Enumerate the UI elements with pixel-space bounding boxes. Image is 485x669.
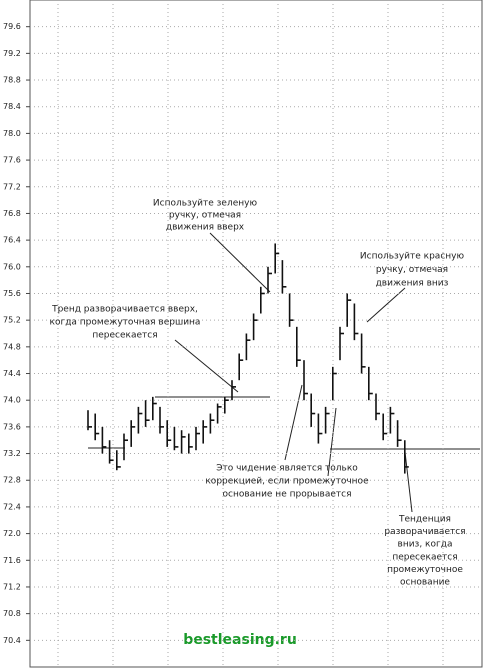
y-tick-label: 77.2 bbox=[3, 182, 21, 191]
leader-line bbox=[209, 232, 271, 293]
annotation: Используйте красную bbox=[360, 252, 465, 262]
annotation: Это чидение является только bbox=[216, 464, 358, 474]
y-tick-label: 79.2 bbox=[3, 49, 21, 58]
y-tick-label: 78.4 bbox=[3, 102, 21, 111]
annotation: разворачивается bbox=[384, 527, 465, 537]
y-tick-label: 75.2 bbox=[3, 316, 21, 325]
annotation: коррекцией, если промежуточное bbox=[205, 477, 369, 487]
annotation: движения вниз bbox=[376, 279, 449, 289]
y-tick-label: 76.8 bbox=[3, 209, 21, 218]
annotation: Используйте зеленую bbox=[153, 199, 258, 209]
annotation: вниз, когда bbox=[398, 540, 453, 550]
plot-frame bbox=[29, 0, 483, 668]
y-tick-label: 77.6 bbox=[3, 156, 21, 165]
annotation: Тренд разворачивается вверх, bbox=[51, 305, 198, 315]
y-tick-label: 76.4 bbox=[3, 236, 21, 245]
annotation: пересекается bbox=[92, 331, 157, 341]
y-tick-label: 70.4 bbox=[3, 636, 21, 645]
y-tick-label: 72.4 bbox=[3, 502, 21, 511]
y-tick-label: 78.0 bbox=[3, 129, 21, 138]
annotation: основание bbox=[400, 578, 450, 588]
watermark: bestleasing.ru bbox=[183, 632, 297, 648]
y-tick-label: 74.0 bbox=[3, 396, 21, 405]
leader-line bbox=[327, 407, 337, 477]
annotation: ручку, отмечая bbox=[169, 211, 241, 221]
annotation: промежуточное bbox=[387, 565, 463, 575]
y-tick-label: 72.8 bbox=[3, 476, 21, 485]
annotation: Тенденция bbox=[398, 515, 451, 525]
leader-line bbox=[404, 451, 413, 513]
y-tick-label: 71.2 bbox=[3, 582, 21, 591]
y-tick-label: 78.8 bbox=[3, 76, 21, 85]
annotation: ручку, отмечая bbox=[376, 265, 448, 275]
y-tick-label: 76.0 bbox=[3, 262, 21, 271]
leader-line bbox=[284, 384, 303, 461]
annotation: когда промежуточная вершина bbox=[50, 318, 201, 328]
annotation: пересекается bbox=[392, 552, 457, 562]
y-tick-label: 71.6 bbox=[3, 556, 21, 565]
y-tick-label: 70.8 bbox=[3, 609, 21, 618]
annotation: основание не прорывается bbox=[223, 490, 352, 500]
y-tick-label: 73.2 bbox=[3, 449, 21, 458]
annotation: движения вверх bbox=[166, 223, 245, 233]
y-tick-label: 79.6 bbox=[3, 22, 21, 31]
y-tick-label: 72.0 bbox=[3, 529, 21, 538]
leader-line bbox=[174, 339, 239, 393]
y-tick-label: 74.8 bbox=[3, 342, 21, 351]
y-tick-label: 73.6 bbox=[3, 422, 21, 431]
y-tick-label: 75.6 bbox=[3, 289, 21, 298]
y-tick-label: 74.4 bbox=[3, 369, 21, 378]
